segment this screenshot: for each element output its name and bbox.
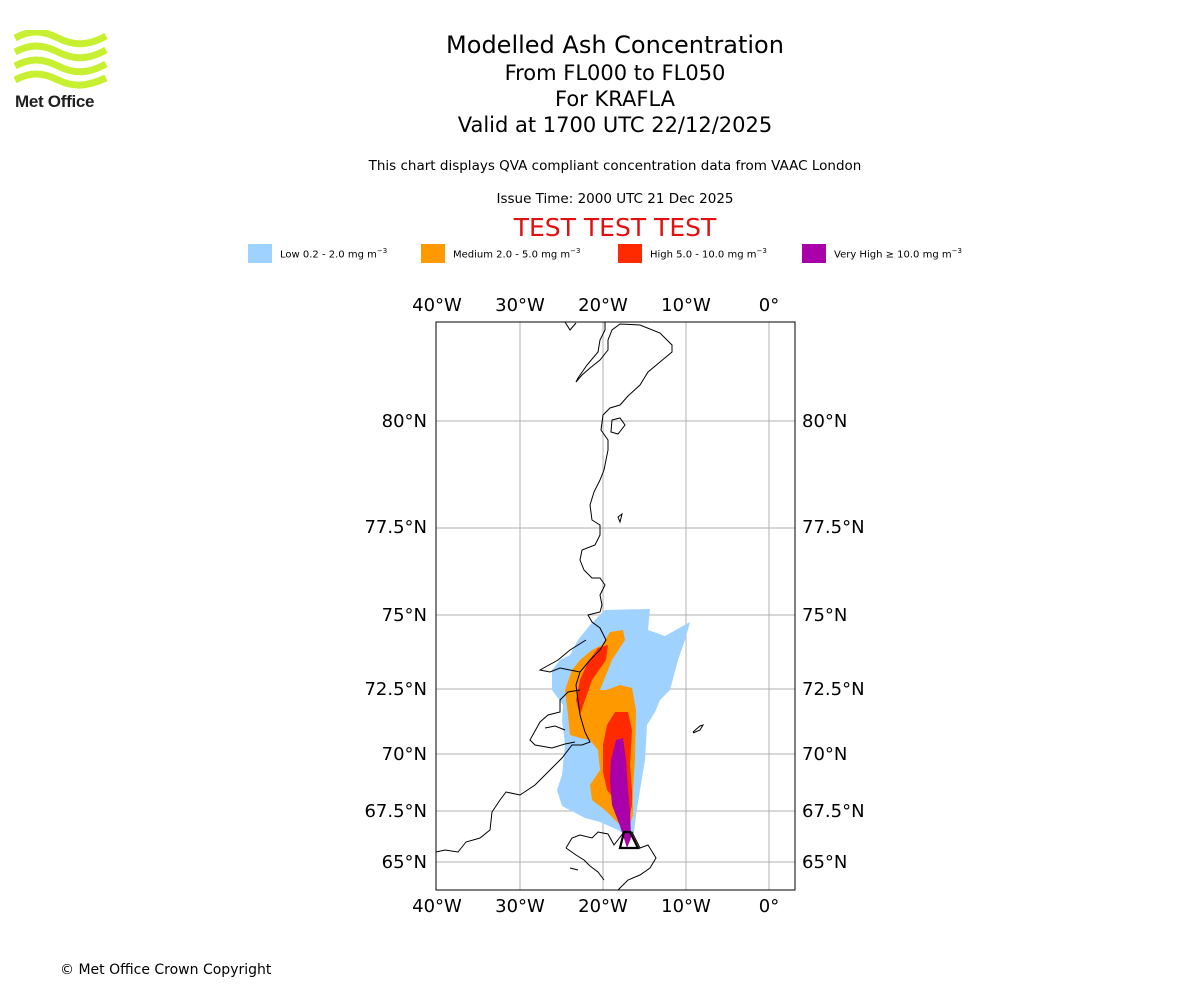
lon-label-bottom: 40°W bbox=[412, 896, 462, 917]
lon-label-top: 30°W bbox=[495, 295, 545, 316]
lon-label-top: 40°W bbox=[412, 295, 462, 316]
lat-label-left: 65°N bbox=[382, 852, 427, 873]
lat-label-right: 77.5°N bbox=[802, 517, 865, 538]
latitude-labels-right: 80°N 77.5°N 75°N 72.5°N 70°N 67.5°N 65°N bbox=[802, 411, 865, 873]
coastline-greenland-east bbox=[436, 322, 673, 853]
lat-label-right: 67.5°N bbox=[802, 801, 865, 822]
legend-swatch-very-high bbox=[802, 244, 826, 263]
lat-label-left: 80°N bbox=[382, 411, 427, 432]
flight-level-range: From FL000 to FL050 bbox=[504, 61, 726, 85]
latitude-labels-left: 80°N 77.5°N 75°N 72.5°N 70°N 67.5°N 65°N bbox=[364, 411, 427, 873]
legend-swatch-low bbox=[248, 244, 272, 263]
legend-label-low: Low 0.2 - 2.0 mg m−3 bbox=[280, 246, 388, 261]
legend-label-medium: Medium 2.0 - 5.0 mg m−3 bbox=[453, 246, 581, 261]
lon-label-top: 10°W bbox=[661, 295, 711, 316]
lat-label-left: 72.5°N bbox=[364, 679, 427, 700]
map-frame bbox=[435, 321, 796, 891]
title-block: Modelled Ash Concentration From FL000 to… bbox=[315, 30, 915, 138]
chart-title: Modelled Ash Concentration bbox=[446, 31, 784, 59]
logo-wordmark: Met Office bbox=[15, 92, 95, 111]
legend-swatch-high bbox=[618, 244, 642, 263]
valid-time: Valid at 1700 UTC 22/12/2025 bbox=[457, 113, 773, 137]
logo-waves-icon bbox=[13, 28, 108, 89]
coastline-iceland bbox=[565, 831, 657, 890]
legend-item-medium: Medium 2.0 - 5.0 mg m−3 bbox=[421, 244, 580, 263]
copyright: © Met Office Crown Copyright bbox=[60, 962, 272, 978]
lat-label-right: 80°N bbox=[802, 411, 847, 432]
volcano-name: For KRAFLA bbox=[555, 87, 675, 111]
ash-region-very-high bbox=[610, 738, 631, 848]
coastlines bbox=[436, 322, 705, 890]
lat-label-right: 75°N bbox=[802, 605, 847, 626]
lon-label-top: 0° bbox=[759, 295, 779, 316]
legend-item-very-high: Very High ≥ 10.0 mg m−3 bbox=[802, 244, 962, 263]
longitude-labels-top: 40°W 30°W 20°W 10°W 0° bbox=[412, 295, 779, 316]
lon-label-bottom: 0° bbox=[759, 896, 779, 917]
legend-item-high: High 5.0 - 10.0 mg m−3 bbox=[618, 244, 767, 263]
lat-label-left: 67.5°N bbox=[364, 801, 427, 822]
coastline-island-1 bbox=[610, 417, 626, 435]
legend-swatch-medium bbox=[421, 244, 445, 263]
legend-label-high: High 5.0 - 10.0 mg m−3 bbox=[650, 246, 767, 261]
coastline-greenland-fjords bbox=[529, 639, 587, 749]
lon-label-bottom: 10°W bbox=[661, 896, 711, 917]
met-office-logo bbox=[13, 28, 110, 114]
test-banner: TEST TEST TEST bbox=[513, 213, 717, 242]
legend-label-very-high: Very High ≥ 10.0 mg m−3 bbox=[834, 246, 962, 261]
lat-label-left: 77.5°N bbox=[364, 517, 427, 538]
lon-label-top: 20°W bbox=[578, 295, 628, 316]
lat-label-left: 75°N bbox=[382, 605, 427, 626]
lon-label-bottom: 30°W bbox=[495, 896, 545, 917]
coastline-iceland-highlight bbox=[618, 830, 640, 850]
lat-label-right: 65°N bbox=[802, 852, 847, 873]
lat-label-right: 72.5°N bbox=[802, 679, 865, 700]
chart-description: This chart displays QVA compliant concen… bbox=[368, 158, 862, 174]
coastline-jan-mayen bbox=[692, 724, 705, 734]
lon-label-bottom: 20°W bbox=[578, 896, 628, 917]
coastline-island-2 bbox=[617, 512, 623, 524]
longitude-labels-bottom: 40°W 30°W 20°W 10°W 0° bbox=[412, 896, 779, 917]
lat-label-left: 70°N bbox=[382, 744, 427, 765]
lat-label-right: 70°N bbox=[802, 744, 847, 765]
legend-item-low: Low 0.2 - 2.0 mg m−3 bbox=[248, 244, 387, 263]
issue-time: Issue Time: 2000 UTC 21 Dec 2025 bbox=[496, 191, 734, 207]
legend: Low 0.2 - 2.0 mg m−3 Medium 2.0 - 5.0 mg… bbox=[0, 244, 1200, 264]
